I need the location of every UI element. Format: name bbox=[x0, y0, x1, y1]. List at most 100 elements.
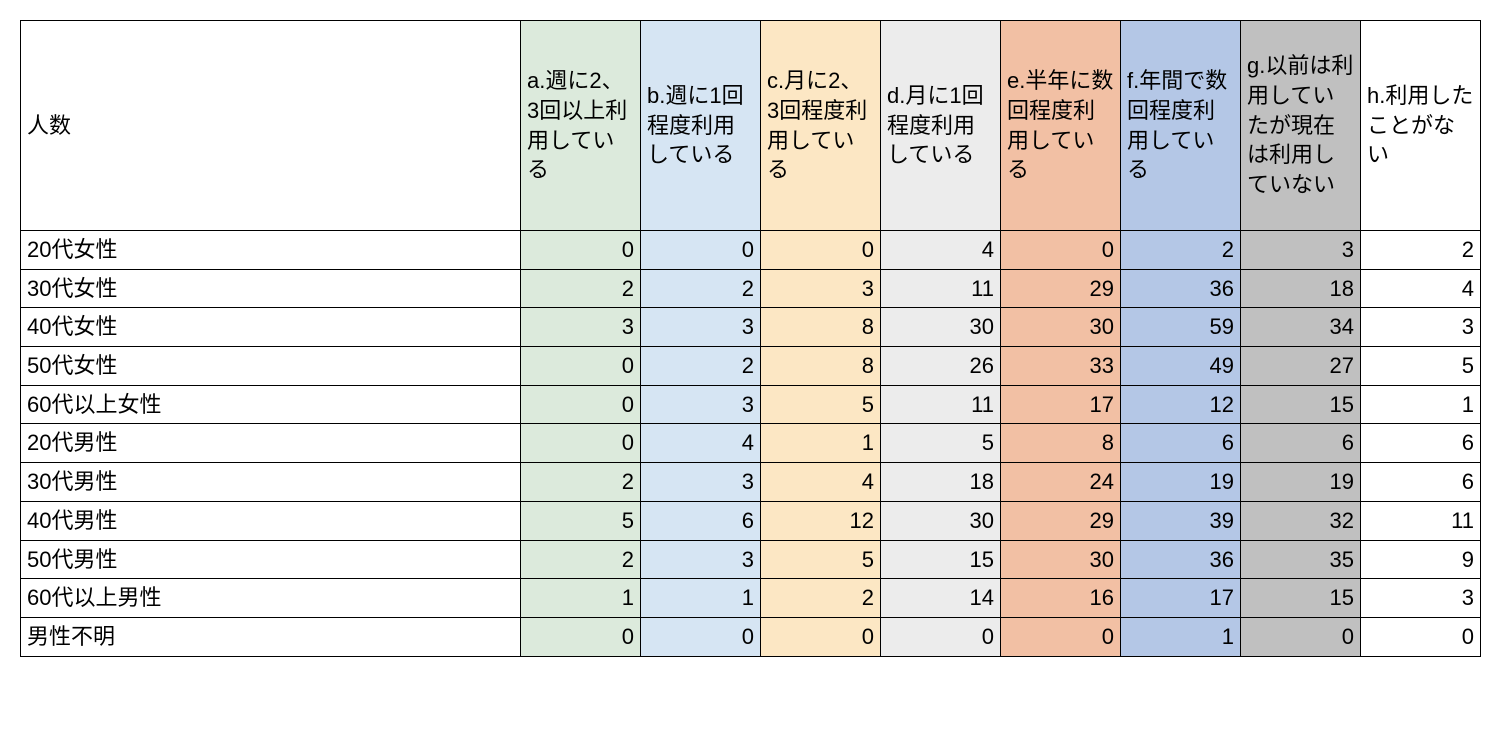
cell: 2 bbox=[521, 540, 641, 579]
cell: 18 bbox=[881, 463, 1001, 502]
cell: 4 bbox=[761, 463, 881, 502]
cell: 32 bbox=[1241, 501, 1361, 540]
header-row: 人数 a.週に2、3回以上利用しているb.週に1回程度利用しているc.月に2、3… bbox=[21, 21, 1481, 231]
cell: 29 bbox=[1001, 269, 1121, 308]
cell: 15 bbox=[881, 540, 1001, 579]
cell: 36 bbox=[1121, 269, 1241, 308]
cell: 19 bbox=[1241, 463, 1361, 502]
cell: 0 bbox=[1361, 617, 1481, 656]
cell: 2 bbox=[641, 269, 761, 308]
row-label: 20代女性 bbox=[21, 231, 521, 270]
cell: 6 bbox=[1241, 424, 1361, 463]
cell: 0 bbox=[521, 424, 641, 463]
column-header-h: h.利用したことがない bbox=[1361, 21, 1481, 231]
column-header-d: d.月に1回程度利用している bbox=[881, 21, 1001, 231]
cell: 1 bbox=[1121, 617, 1241, 656]
cell: 0 bbox=[761, 617, 881, 656]
cell: 3 bbox=[1241, 231, 1361, 270]
cell: 2 bbox=[761, 579, 881, 618]
cell: 30 bbox=[881, 308, 1001, 347]
table-row: 50代女性028263349275 bbox=[21, 347, 1481, 386]
row-label: 30代女性 bbox=[21, 269, 521, 308]
cell: 11 bbox=[1361, 501, 1481, 540]
table-row: 40代男性56123029393211 bbox=[21, 501, 1481, 540]
cell: 0 bbox=[761, 231, 881, 270]
cell: 1 bbox=[641, 579, 761, 618]
corner-cell: 人数 bbox=[21, 21, 521, 231]
cell: 5 bbox=[521, 501, 641, 540]
cell: 3 bbox=[641, 463, 761, 502]
cell: 59 bbox=[1121, 308, 1241, 347]
table-row: 30代男性234182419196 bbox=[21, 463, 1481, 502]
column-header-e: e.半年に数回程度利用している bbox=[1001, 21, 1121, 231]
row-label: 30代男性 bbox=[21, 463, 521, 502]
cell: 1 bbox=[761, 424, 881, 463]
cell: 8 bbox=[761, 347, 881, 386]
cell: 36 bbox=[1121, 540, 1241, 579]
cell: 39 bbox=[1121, 501, 1241, 540]
cell: 4 bbox=[881, 231, 1001, 270]
cell: 3 bbox=[1361, 308, 1481, 347]
cell: 30 bbox=[1001, 308, 1121, 347]
cell: 26 bbox=[881, 347, 1001, 386]
cell: 2 bbox=[1121, 231, 1241, 270]
cell: 4 bbox=[641, 424, 761, 463]
cell: 15 bbox=[1241, 385, 1361, 424]
row-label: 50代男性 bbox=[21, 540, 521, 579]
cell: 5 bbox=[881, 424, 1001, 463]
table-row: 男性不明00000100 bbox=[21, 617, 1481, 656]
cell: 2 bbox=[521, 463, 641, 502]
cell: 19 bbox=[1121, 463, 1241, 502]
cell: 5 bbox=[1361, 347, 1481, 386]
row-label: 20代男性 bbox=[21, 424, 521, 463]
cell: 35 bbox=[1241, 540, 1361, 579]
cell: 1 bbox=[521, 579, 641, 618]
cell: 3 bbox=[641, 540, 761, 579]
table-row: 20代男性04158666 bbox=[21, 424, 1481, 463]
cell: 3 bbox=[761, 269, 881, 308]
table-row: 20代女性00040232 bbox=[21, 231, 1481, 270]
cell: 6 bbox=[1361, 463, 1481, 502]
cell: 5 bbox=[761, 385, 881, 424]
cell: 2 bbox=[641, 347, 761, 386]
cell: 17 bbox=[1001, 385, 1121, 424]
cell: 5 bbox=[761, 540, 881, 579]
cell: 14 bbox=[881, 579, 1001, 618]
cell: 9 bbox=[1361, 540, 1481, 579]
cell: 8 bbox=[1001, 424, 1121, 463]
row-label: 60代以上女性 bbox=[21, 385, 521, 424]
cell: 0 bbox=[521, 347, 641, 386]
column-header-f: f.年間で数回程度利用している bbox=[1121, 21, 1241, 231]
cell: 18 bbox=[1241, 269, 1361, 308]
cell: 0 bbox=[641, 231, 761, 270]
cell: 2 bbox=[1361, 231, 1481, 270]
table-row: 60代以上男性112141617153 bbox=[21, 579, 1481, 618]
cell: 0 bbox=[1241, 617, 1361, 656]
table-body: 20代女性0004023230代女性22311293618440代女性33830… bbox=[21, 231, 1481, 657]
cell: 6 bbox=[1121, 424, 1241, 463]
column-header-c: c.月に2、3回程度利用している bbox=[761, 21, 881, 231]
cell: 17 bbox=[1121, 579, 1241, 618]
cell: 3 bbox=[641, 308, 761, 347]
table-row: 50代男性235153036359 bbox=[21, 540, 1481, 579]
cell: 0 bbox=[641, 617, 761, 656]
cell: 33 bbox=[1001, 347, 1121, 386]
column-header-a: a.週に2、3回以上利用している bbox=[521, 21, 641, 231]
cell: 0 bbox=[521, 385, 641, 424]
cell: 29 bbox=[1001, 501, 1121, 540]
cell: 2 bbox=[521, 269, 641, 308]
cell: 0 bbox=[881, 617, 1001, 656]
cell: 30 bbox=[1001, 540, 1121, 579]
usage-frequency-table: 人数 a.週に2、3回以上利用しているb.週に1回程度利用しているc.月に2、3… bbox=[20, 20, 1481, 657]
cell: 49 bbox=[1121, 347, 1241, 386]
column-header-b: b.週に1回程度利用している bbox=[641, 21, 761, 231]
table-row: 40代女性338303059343 bbox=[21, 308, 1481, 347]
cell: 15 bbox=[1241, 579, 1361, 618]
cell: 12 bbox=[1121, 385, 1241, 424]
cell: 4 bbox=[1361, 269, 1481, 308]
row-label: 男性不明 bbox=[21, 617, 521, 656]
cell: 11 bbox=[881, 269, 1001, 308]
cell: 30 bbox=[881, 501, 1001, 540]
row-label: 40代男性 bbox=[21, 501, 521, 540]
row-label: 50代女性 bbox=[21, 347, 521, 386]
